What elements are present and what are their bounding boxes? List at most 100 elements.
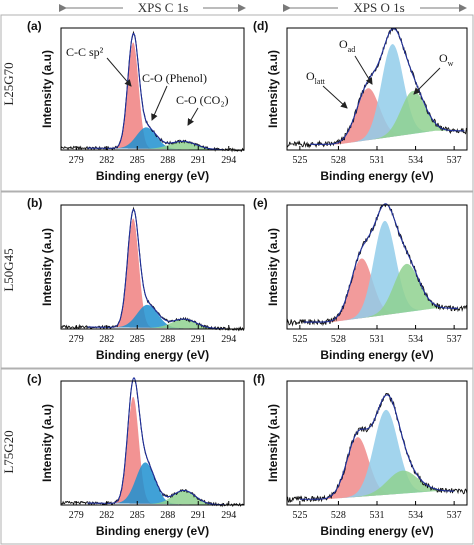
x-tick-label-291: 291 (191, 510, 206, 521)
y-axis-label: Intensity (a.u) (40, 228, 54, 306)
x-tick-label-294: 294 (221, 334, 236, 345)
x-axis-label: Binding energy (eV) (96, 348, 209, 362)
y-axis-label: Intensity (a.u) (266, 50, 280, 128)
peak-o_ad-f (323, 409, 449, 500)
x-tick-label-294: 294 (221, 510, 236, 521)
x-tick-label-537: 537 (447, 334, 462, 345)
row-label-l75g20: L75G20 (1, 430, 16, 473)
envelope-fit-e (303, 203, 458, 323)
plot-frame-c (60, 380, 245, 506)
peak-o_latt-f (301, 437, 415, 500)
arrow-co-co2 (187, 107, 199, 126)
x-tick-label-534: 534 (408, 510, 423, 521)
panel-a: 279 282 285 288 291 294 Binding energy (eV) Int… (27, 19, 251, 183)
peak-co2-b (121, 319, 247, 329)
x-tick-label-279: 279 (69, 334, 84, 345)
arrow-co-phenol (151, 85, 168, 121)
panel-letter-d: (d) (253, 19, 268, 33)
x-tick-label-531: 531 (370, 510, 385, 521)
panel-a-annotations: C-C sp² C-O (Phenol) C-O (CO₂) (66, 45, 229, 126)
y-axis-label: Intensity (a.u) (40, 404, 54, 482)
peak-phenol-b (93, 304, 202, 329)
x-tick-label-525: 525 (292, 155, 307, 166)
panel-b: 279 282 285 288 291 294 Binding energy (eV) Int… (27, 196, 247, 362)
panel-c: 279 282 285 288 291 294 Binding energy (eV) Int… (27, 372, 245, 538)
x-axis-label: Binding energy (eV) (96, 524, 209, 538)
peak-o_w-e (341, 263, 472, 321)
arrow-o-latt (322, 85, 348, 109)
peak-sp2-c (104, 396, 163, 504)
plot-frame-a (60, 27, 245, 151)
label-co-phenol: C-O (Phenol) (142, 71, 207, 85)
arrow-o-w (413, 67, 441, 95)
row-label-l50g45: L50G45 (1, 248, 16, 291)
x-axis-label: Binding energy (eV) (320, 348, 433, 362)
peak-o_w-d (350, 90, 474, 143)
x-tick-label-534: 534 (408, 334, 423, 345)
peak-o_ad-e (328, 220, 442, 323)
x-tick-label-291: 291 (191, 155, 206, 166)
panel-f: 525 528 531 534 537 Binding energy (eV) Intens… (253, 372, 474, 538)
peak-phenol-a (94, 127, 198, 150)
x-tick-label-534: 534 (408, 155, 423, 166)
label-co-co2: C-O (CO₂) (176, 93, 229, 107)
y-axis-label: Intensity (a.u) (40, 50, 54, 128)
peak-sp2-b (104, 218, 163, 328)
panel-d-annotations: Olatt Oad Ow (306, 37, 454, 109)
x-tick-label-528: 528 (331, 155, 346, 166)
x-axis-label: Binding energy (eV) (320, 524, 433, 538)
x-tick-label-528: 528 (331, 334, 346, 345)
x-tick-label-537: 537 (447, 510, 462, 521)
label-o-ad: Oad (339, 37, 355, 54)
panel-letter-e: (e) (253, 196, 268, 210)
arrow-cc-sp2 (106, 57, 132, 87)
x-tick-label-282: 282 (99, 155, 114, 166)
x-tick-label-288: 288 (160, 155, 175, 166)
panel-letter-b: (b) (27, 196, 42, 210)
x-tick-label-288: 288 (160, 510, 175, 521)
column-header-o1s: XPS O 1s (283, 0, 467, 15)
panel-letter-c: (c) (27, 372, 42, 386)
label-o-latt: Olatt (306, 69, 326, 86)
row-frame-2 (0, 191, 474, 369)
panels-group: 279 282 285 288 291 294 Binding energy (eV) Int… (27, 19, 474, 538)
panel-letter-a: (a) (27, 19, 42, 33)
label-cc-sp2: C-C sp² (66, 45, 104, 59)
x-tick-label-279: 279 (69, 510, 84, 521)
column-header-c1s: XPS C 1s (59, 0, 246, 15)
x-tick-label-531: 531 (370, 334, 385, 345)
peak-sp2-a (105, 42, 162, 149)
x-tick-label-528: 528 (331, 510, 346, 521)
envelope-fit-b (87, 208, 225, 330)
x-tick-label-525: 525 (292, 334, 307, 345)
row-label-l25g70: L25G70 (1, 62, 16, 105)
peak-phenol-c (96, 462, 195, 505)
x-tick-label-525: 525 (292, 510, 307, 521)
plot-frame-b (60, 204, 245, 330)
panel-e: 525 528 531 534 537 Binding energy (eV) Intens… (253, 196, 472, 362)
column-header-o1s-text: XPS O 1s (353, 0, 404, 15)
peak-co2-c (125, 490, 243, 505)
peak-co2-a (115, 141, 251, 150)
panel-letter-f: (f) (253, 372, 265, 386)
panel-d: 525 528 531 534 537 Binding energy (eV) Intens… (253, 19, 474, 183)
x-tick-label-285: 285 (130, 155, 145, 166)
peak-o_latt-d (308, 88, 428, 145)
peak-o_latt-e (305, 258, 419, 323)
envelope-fit-c (87, 377, 225, 506)
raw-data-line-e (286, 204, 468, 327)
x-tick-label-279: 279 (69, 155, 84, 166)
x-tick-label-285: 285 (130, 510, 145, 521)
peak-o_ad-d (335, 44, 449, 145)
x-tick-label-288: 288 (160, 334, 175, 345)
x-tick-label-291: 291 (191, 334, 206, 345)
arrow-o-ad (354, 55, 373, 85)
x-axis-label: Binding energy (eV) (320, 169, 433, 183)
x-tick-label-285: 285 (130, 334, 145, 345)
row-frame-1 (0, 14, 474, 192)
x-tick-label-531: 531 (370, 155, 385, 166)
column-header-c1s-text: XPS C 1s (138, 0, 189, 15)
label-o-w: Ow (439, 51, 454, 68)
envelope-fit-f (299, 394, 455, 500)
